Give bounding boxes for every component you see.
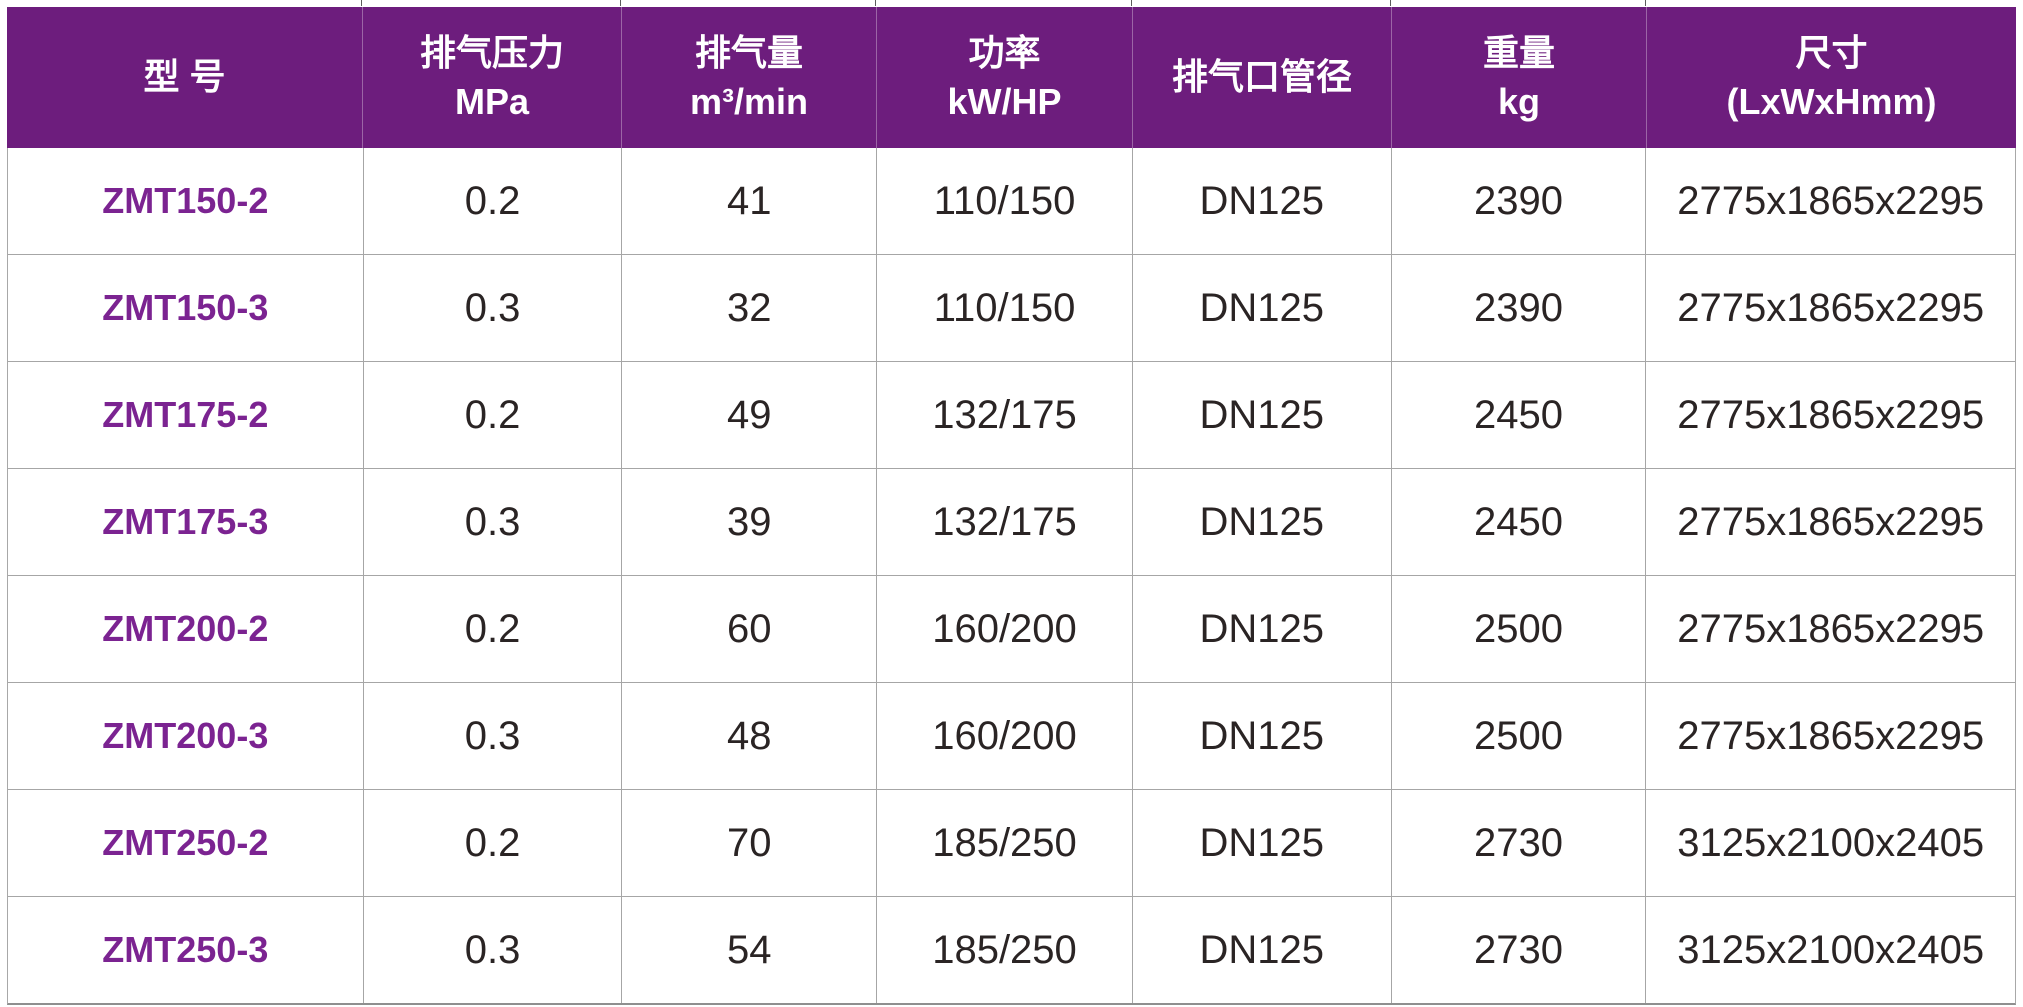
column-tick (1132, 0, 1391, 6)
column-header-7: 尺寸 (LxWxHmm) (1646, 7, 2016, 148)
model-cell: ZMT250-3 (102, 929, 269, 970)
data-cell: 3125x2100x2405 (1645, 897, 2015, 1003)
data-cell: DN125 (1131, 790, 1391, 896)
data-cell: 0.3 (362, 255, 622, 361)
column-header-line2: kW/HP (947, 80, 1062, 122)
data-cell: 32 (621, 255, 876, 361)
data-cell: 185/250 (876, 897, 1132, 1003)
data-cell: 185/250 (876, 790, 1132, 896)
data-cell: 110/150 (876, 255, 1132, 361)
table-body: ZMT150-2 0.2 41 110/150 DN125 2390 2775x1865x2… (7, 148, 2016, 1005)
column-header-1: 型 号 (7, 7, 362, 148)
column-header-line1: 排气压力 (419, 31, 564, 73)
data-cell: DN125 (1131, 148, 1391, 254)
column-tick (7, 0, 362, 6)
column-header-line1: 型 号 (143, 56, 226, 98)
column-tick (1391, 0, 1646, 6)
column-header-line1: 重量 (1482, 31, 1555, 73)
column-header-line2: MPa (454, 80, 530, 122)
model-cell: ZMT175-3 (102, 501, 269, 542)
data-cell: DN125 (1131, 469, 1391, 575)
column-tick (876, 0, 1132, 6)
data-cell: DN125 (1131, 576, 1391, 682)
data-cell: 0.3 (362, 469, 622, 575)
data-cell: 2450 (1390, 362, 1646, 468)
data-cell: 0.3 (362, 897, 622, 1003)
column-header-line2: (LxWxHmm) (1726, 80, 1937, 122)
data-cell: 3125x2100x2405 (1645, 790, 2015, 896)
column-header-2: 排气压力 MPa (362, 7, 621, 148)
column-tick (1646, 0, 2016, 6)
data-cell: 2730 (1390, 790, 1646, 896)
data-cell: 39 (621, 469, 876, 575)
data-cell: 2775x1865x2295 (1645, 255, 2015, 361)
data-cell: 2390 (1390, 255, 1646, 361)
column-header-line1: 功率 (968, 31, 1041, 73)
table-row: ZMT150-3 0.3 32 110/150 DN125 2390 2775x1865x2… (8, 254, 2015, 361)
column-header-4: 功率 kW/HP (876, 7, 1132, 148)
data-cell: 2390 (1390, 148, 1646, 254)
model-cell: ZMT250-2 (102, 822, 269, 863)
table-row: ZMT200-2 0.2 60 160/200 DN125 2500 2775x1865x2… (8, 575, 2015, 682)
table-row: ZMT175-2 0.2 49 132/175 DN125 2450 2775x1865x2… (8, 361, 2015, 468)
column-header-3: 排气量 m³/min (621, 7, 876, 148)
data-cell: 0.2 (362, 148, 622, 254)
column-header-5: 排气口管径 (1132, 7, 1391, 148)
column-header-line1: 排气量 (694, 31, 803, 73)
model-cell: ZMT200-3 (102, 715, 269, 756)
data-cell: 41 (621, 148, 876, 254)
data-cell: 70 (621, 790, 876, 896)
data-cell: 0.3 (362, 683, 622, 789)
table-row: ZMT250-2 0.2 70 185/250 DN125 2730 3125x2100x2… (8, 789, 2015, 896)
table-row: ZMT175-3 0.3 39 132/175 DN125 2450 2775x1865x2… (8, 468, 2015, 575)
column-header-6: 重量 kg (1391, 7, 1646, 148)
data-cell: 0.2 (362, 790, 622, 896)
data-cell: 2775x1865x2295 (1645, 469, 2015, 575)
column-tick (362, 0, 621, 6)
table-row: ZMT250-3 0.3 54 185/250 DN125 2730 3125x2100x2… (8, 896, 2015, 1003)
data-cell: 2775x1865x2295 (1645, 576, 2015, 682)
top-crop-strip (7, 0, 2016, 7)
spec-table: 型 号 排气压力 MPa 排气量 m³/min 功率 kW/HP 排气口管径 重量 kg 尺寸 (Lx… (7, 0, 2016, 1005)
data-cell: 160/200 (876, 683, 1132, 789)
data-cell: DN125 (1131, 255, 1391, 361)
column-header-line2: kg (1497, 80, 1540, 122)
data-cell: 160/200 (876, 576, 1132, 682)
model-cell: ZMT150-3 (102, 287, 269, 328)
model-cell: ZMT200-2 (102, 608, 269, 649)
data-cell: 2730 (1390, 897, 1646, 1003)
data-cell: 0.2 (362, 362, 622, 468)
data-cell: 0.2 (362, 576, 622, 682)
data-cell: 54 (621, 897, 876, 1003)
column-header-line1: 排气口管径 (1171, 56, 1352, 98)
data-cell: 2775x1865x2295 (1645, 362, 2015, 468)
data-cell: 2450 (1390, 469, 1646, 575)
data-cell: 132/175 (876, 362, 1132, 468)
table-row: ZMT150-2 0.2 41 110/150 DN125 2390 2775x1865x2… (8, 148, 2015, 254)
data-cell: 2775x1865x2295 (1645, 683, 2015, 789)
column-tick (621, 0, 876, 6)
data-cell: DN125 (1131, 683, 1391, 789)
data-cell: 60 (621, 576, 876, 682)
data-cell: 49 (621, 362, 876, 468)
data-cell: DN125 (1131, 897, 1391, 1003)
data-cell: 132/175 (876, 469, 1132, 575)
data-cell: 2500 (1390, 576, 1646, 682)
data-cell: DN125 (1131, 362, 1391, 468)
table-header-row: 型 号 排气压力 MPa 排气量 m³/min 功率 kW/HP 排气口管径 重量 kg 尺寸 (Lx… (7, 7, 2016, 148)
model-cell: ZMT175-2 (102, 394, 269, 435)
column-header-line2: m³/min (689, 80, 808, 122)
data-cell: 2775x1865x2295 (1645, 148, 2015, 254)
data-cell: 110/150 (876, 148, 1132, 254)
column-header-line1: 尺寸 (1795, 31, 1868, 73)
data-cell: 48 (621, 683, 876, 789)
table-row: ZMT200-3 0.3 48 160/200 DN125 2500 2775x1865x2… (8, 682, 2015, 789)
data-cell: 2500 (1390, 683, 1646, 789)
model-cell: ZMT150-2 (102, 180, 269, 221)
